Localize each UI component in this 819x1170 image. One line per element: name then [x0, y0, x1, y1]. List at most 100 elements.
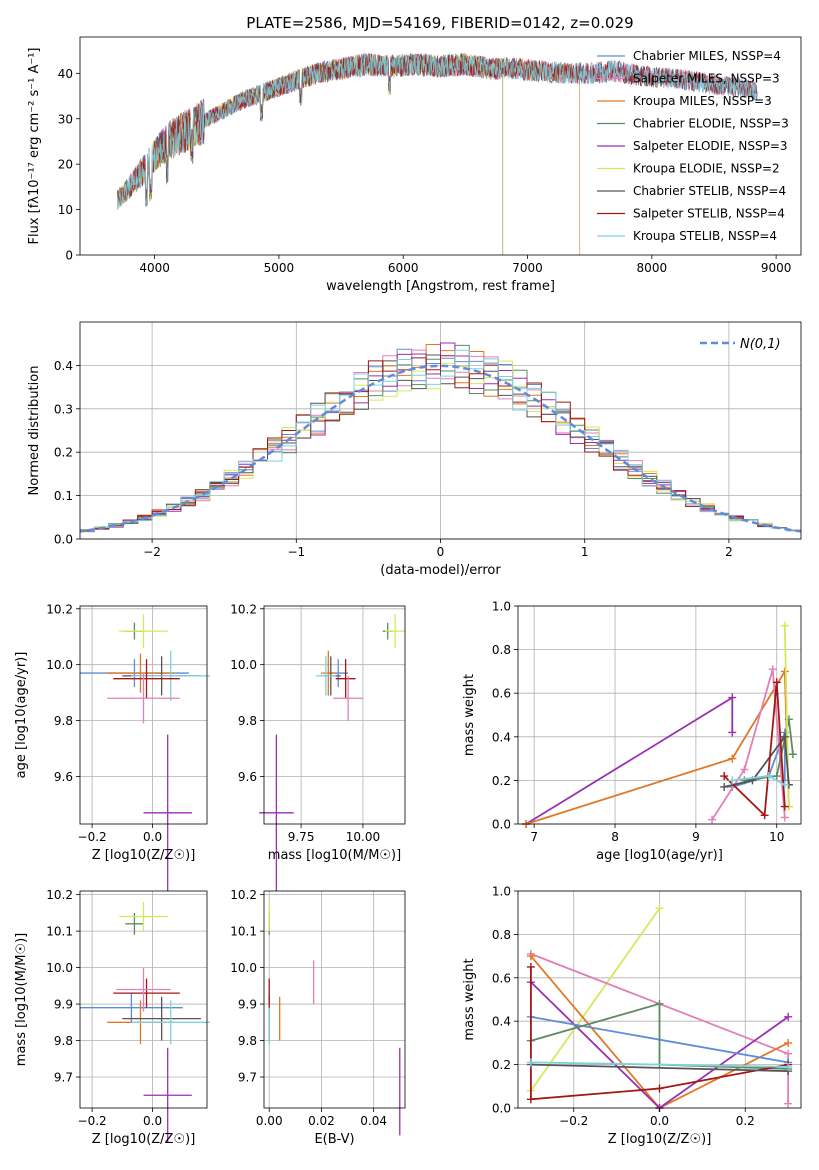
legend-entry: Salpeter STELIB, NSSP=4 — [633, 207, 785, 221]
y-tick-label: 9.9 — [54, 998, 73, 1012]
weight-marker — [784, 1038, 793, 1047]
y-tick-label: 10.2 — [46, 602, 73, 616]
x-tick-label: 0.0 — [650, 1114, 669, 1128]
y-tick-label: 0.2 — [492, 1058, 511, 1072]
weight-series-6 — [526, 962, 793, 1104]
weight-marker — [780, 780, 789, 789]
errorbar-point-8 — [143, 734, 192, 892]
x-tick-label: 0.04 — [360, 1114, 387, 1128]
x-axis-label: age [log10(age/yr)] — [596, 848, 723, 863]
y-tick-label: 10 — [58, 203, 73, 217]
weight-series-4 — [740, 715, 797, 785]
legend-entry: Chabrier STELIB, NSSP=4 — [633, 184, 786, 198]
x-tick-label: 8000 — [637, 261, 668, 275]
axes-frame — [263, 605, 406, 825]
weight-line — [744, 719, 794, 782]
y-tick-label: 10.0 — [46, 961, 73, 975]
x-tick-label: −0.2 — [559, 1114, 588, 1128]
y-tick-label: 9.6 — [54, 770, 73, 784]
x-tick-label: 4000 — [139, 261, 170, 275]
x-axis-label: Z [log10(Z/Z☉)] — [92, 848, 196, 863]
axes-frame — [79, 605, 208, 825]
axes-frame — [263, 890, 406, 1109]
errorbar-point-8 — [143, 1047, 192, 1143]
y-tick-label: 10.2 — [230, 602, 257, 616]
weight-series-8 — [728, 772, 789, 789]
x-tick-label: −1 — [287, 545, 305, 559]
panel-age-vs-mass: 9.75 10.00 9.6 9.8 10.0 10.2 mass [log10(M/M☉)… — [230, 602, 406, 892]
errorbar-point-5 — [131, 1000, 211, 1045]
y-tick-label: 0.8 — [492, 643, 511, 657]
x-tick-label: −0.2 — [78, 1114, 107, 1128]
errorbar-point-8 — [259, 734, 294, 892]
x-tick-label: 8 — [611, 830, 619, 844]
x-tick-label: −0.2 — [78, 830, 107, 844]
y-tick-label: 9.6 — [238, 770, 257, 784]
weight-marker — [784, 1099, 793, 1108]
weight-marker — [780, 802, 789, 811]
weight-marker — [720, 772, 729, 781]
spectrum-series-2 — [116, 53, 581, 255]
y-tick-label: 0.4 — [492, 1015, 511, 1029]
weight-marker — [780, 621, 789, 630]
y-axis-label: age [log10(age/yr)] — [14, 652, 29, 779]
y-tick-label: 10.1 — [230, 925, 257, 939]
weight-marker — [655, 1084, 664, 1093]
panel-residuals: −2 −1 0 1 2 0.0 0.1 0.2 0.3 0.4 (data-model)/error… — [27, 321, 802, 578]
x-tick-label: 9.75 — [288, 830, 315, 844]
errorbar-point-2 — [80, 993, 183, 1023]
y-tick-label: 0.2 — [54, 446, 73, 460]
y-tick-label: 20 — [58, 158, 73, 172]
panel-age-vs-Z: −0.2 0.0 9.6 9.8 10.0 10.2 Z [log10(Z/Z☉)] age … — [14, 602, 211, 892]
x-axis-label: (data-model)/error — [380, 563, 501, 578]
weight-line — [525, 695, 734, 825]
legend-entry: Kroupa STELIB, NSSP=4 — [633, 229, 777, 243]
spectrum-series-8 — [116, 52, 758, 210]
x-tick-label: 2 — [725, 545, 733, 559]
weight-line — [723, 734, 790, 788]
y-tick-label: 10.2 — [230, 888, 257, 902]
x-tick-label: 6000 — [388, 261, 419, 275]
x-axis-label: Z [log10(Z/Z☉)] — [608, 1132, 712, 1147]
x-tick-label: 9000 — [761, 261, 792, 275]
y-tick-label: 0.8 — [492, 928, 511, 942]
panel-weight-vs-age: 7 8 9 10 0.0 0.2 0.4 0.6 0.8 1.0 age [log10(age/yr… — [462, 600, 802, 863]
x-tick-label: −2 — [143, 545, 161, 559]
errorbar-point-6 — [335, 659, 356, 699]
x-axis-label: E(B-V) — [314, 1132, 354, 1147]
weight-marker — [526, 962, 535, 971]
y-tick-label: 9.8 — [238, 1034, 257, 1048]
panel-ebv: 0.00 0.02 0.04 9.7 9.8 9.9 10.0 10.1 10.2 E(B-V) — [230, 888, 406, 1147]
x-tick-label: 9 — [692, 830, 700, 844]
x-tick-label: 0.0 — [143, 830, 162, 844]
weight-marker — [784, 1062, 793, 1071]
weight-line — [530, 1063, 789, 1072]
y-tick-label: 10.1 — [46, 925, 73, 939]
weight-marker — [526, 952, 535, 961]
y-tick-label: 9.9 — [238, 998, 257, 1012]
weight-marker — [780, 667, 789, 676]
legend-entry: Chabrier MILES, NSSP=4 — [633, 49, 781, 63]
y-tick-label: 0 — [65, 249, 73, 263]
legend-entry: Salpeter ELODIE, NSSP=3 — [633, 139, 788, 153]
x-tick-label: 5000 — [264, 261, 295, 275]
x-tick-label: 7 — [530, 830, 538, 844]
weight-marker — [772, 678, 781, 687]
weight-marker — [784, 1012, 793, 1021]
plot-content — [522, 621, 797, 828]
x-axis-label: Z [log10(Z/Z☉)] — [92, 1132, 196, 1147]
axes-frame — [79, 890, 208, 1109]
errorbar-point-6 — [113, 659, 180, 699]
y-tick-label: 9.8 — [54, 1034, 73, 1048]
x-tick-label: 7000 — [512, 261, 543, 275]
figure-title: PLATE=2586, MJD=54169, FIBERID=0142, z=0… — [246, 14, 633, 32]
weight-series-8 — [526, 1058, 793, 1071]
weight-marker — [728, 776, 737, 785]
y-tick-label: 0.0 — [492, 818, 511, 832]
y-axis-label: Flux [fλ10⁻¹⁷ erg cm⁻² s⁻¹ A⁻¹] — [27, 48, 42, 245]
weight-line — [711, 668, 786, 821]
plot-content — [259, 614, 405, 892]
weight-series-0 — [522, 693, 737, 828]
y-tick-label: 1.0 — [492, 600, 511, 614]
weight-line — [530, 1002, 789, 1070]
